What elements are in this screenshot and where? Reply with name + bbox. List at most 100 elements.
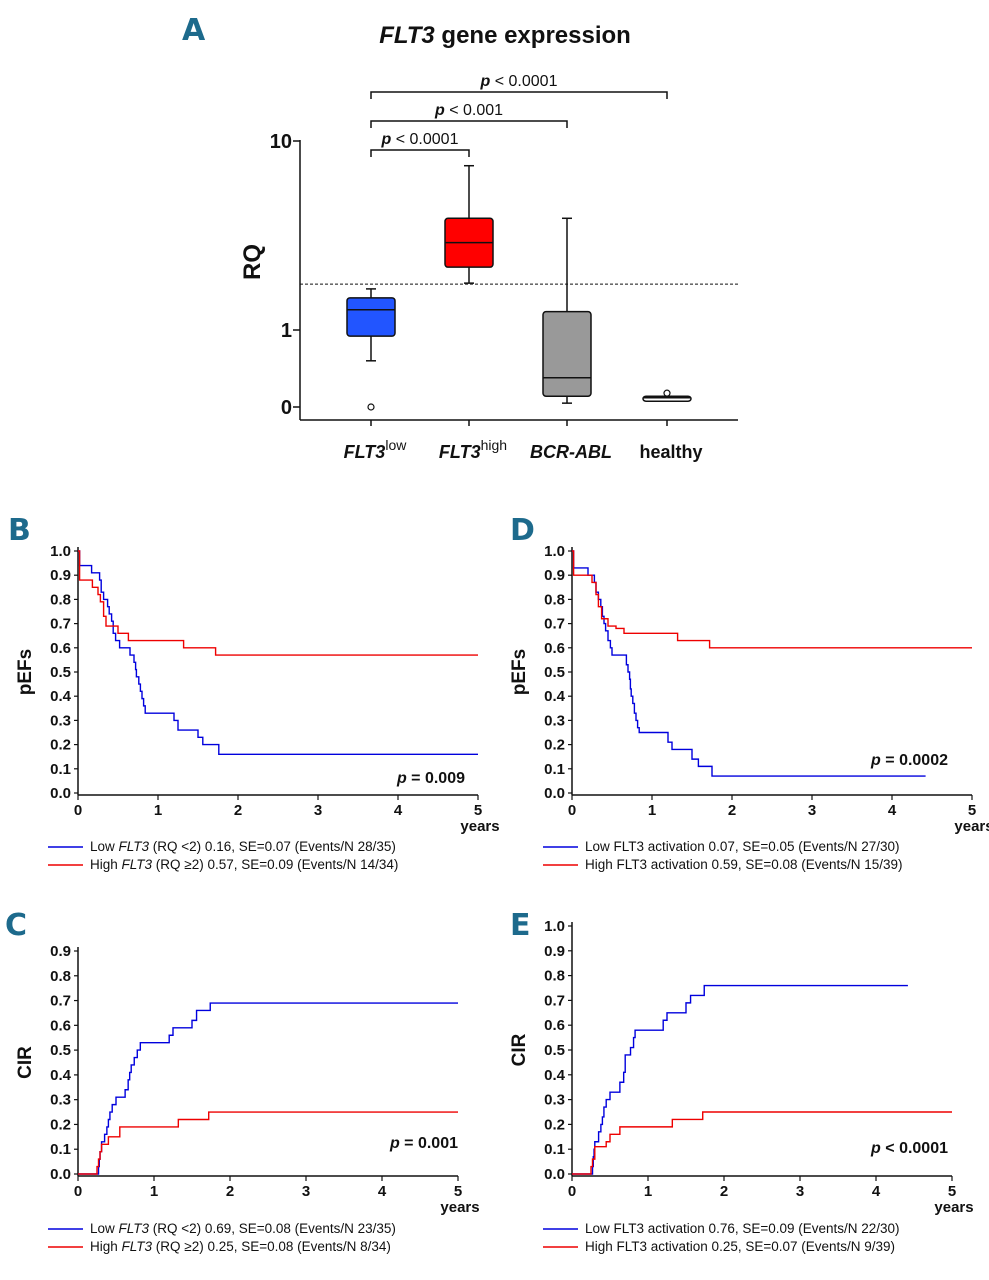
x-tick-label: 0 — [74, 1183, 82, 1200]
p-value-label: p < 0.001 — [434, 102, 503, 119]
y-tick-label: 0.3 — [544, 712, 565, 729]
y-tick-label: 0.2 — [544, 737, 565, 754]
x-tick-label: 2 — [728, 802, 736, 819]
low-series-line — [572, 984, 908, 1175]
legend-label: High FLT3 activation 0.59, SE=0.08 (Even… — [585, 857, 903, 872]
y-tick-label: 0.5 — [50, 1042, 71, 1059]
x-tick-label: 1 — [150, 1183, 158, 1200]
y-tick-label: 1.0 — [50, 543, 71, 560]
legend-label: Low FLT3 activation 0.76, SE=0.09 (Event… — [585, 1221, 900, 1236]
y-tick-label: 0.1 — [50, 1141, 71, 1158]
y-tick-label: 1.0 — [544, 543, 565, 560]
y-tick-label: 0.7 — [544, 616, 565, 633]
y-tick-label: 0.7 — [50, 616, 71, 633]
y-tick-label: 0.4 — [50, 688, 72, 705]
legend-entry: Low FLT3 (RQ <2) 0.16, SE=0.07 (Events/N… — [48, 839, 396, 854]
legend-entry: High FLT3 (RQ ≥2) 0.57, SE=0.09 (Events/… — [48, 857, 398, 872]
x-tick-label: 0 — [74, 802, 82, 819]
p-value-label: p = 0.001 — [389, 1135, 458, 1152]
p-value-label: p = 0.009 — [396, 770, 465, 787]
legend-entry: Low FLT3 activation 0.76, SE=0.09 (Event… — [543, 1221, 900, 1236]
panel-label-a: A — [182, 13, 206, 48]
y-tick-label: 0.0 — [544, 1166, 565, 1183]
legend-entry: Low FLT3 activation 0.07, SE=0.05 (Event… — [543, 839, 900, 854]
legend-entry: High FLT3 activation 0.59, SE=0.08 (Even… — [543, 857, 903, 872]
legend-label: Low FLT3 (RQ <2) 0.16, SE=0.07 (Events/N… — [90, 839, 396, 854]
bracket-line — [370, 149, 470, 157]
y-tick-label: 0.6 — [50, 1017, 71, 1034]
x-tick-label: FLT3low — [344, 437, 408, 462]
y-tick-label: 0.0 — [50, 785, 71, 802]
x-tick-label: 4 — [872, 1183, 881, 1200]
x-tick-label: 2 — [720, 1183, 728, 1200]
y-tick-label: 0.6 — [544, 1017, 565, 1034]
panel-e: E 0.0 0.1 0.2 0.3 0.4 0.5 0.6 0.7 0.8 0.9 1.0 0 1 2 3 4 5… — [509, 908, 974, 1254]
legend-entry: Low FLT3 (RQ <2) 0.69, SE=0.08 (Events/N… — [48, 1221, 396, 1236]
y-tick-label: 0.1 — [544, 1141, 565, 1158]
legend-entry: High FLT3 activation 0.25, SE=0.07 (Even… — [543, 1239, 895, 1254]
x-tick-label: 1 — [154, 802, 162, 819]
high-series-line — [78, 1111, 458, 1175]
x-tick-label: 3 — [314, 802, 322, 819]
y-tick-label: 0 — [281, 397, 292, 419]
panel-d: D 0.0 0.1 0.2 0.3 0.4 0.5 0.6 0.7 0.8 0.9 1.0 0 1 2 3 4 5… — [509, 513, 989, 872]
x-axis-label: years — [460, 818, 499, 835]
y-tick-label: 1.0 — [544, 918, 565, 935]
y-tick-label: 0.1 — [50, 761, 71, 778]
y-axis-label: pEFs — [509, 649, 530, 695]
box-flt3-low: FLT3low — [344, 288, 408, 462]
x-tick-label: healthy — [639, 442, 702, 462]
panel-label-b: B — [8, 513, 31, 548]
y-tick-label: 0.9 — [50, 567, 71, 584]
legend-label: Low FLT3 activation 0.07, SE=0.05 (Event… — [585, 839, 900, 854]
x-tick-label: 3 — [808, 802, 816, 819]
y-tick-label: 0.8 — [50, 968, 71, 985]
box — [346, 297, 396, 337]
y-tick-label: 10 — [270, 131, 292, 153]
x-tick-label: 5 — [454, 1183, 462, 1200]
y-tick-label: 0.7 — [544, 992, 565, 1009]
box — [642, 395, 692, 402]
y-axis-label: CIR — [509, 1033, 530, 1066]
x-tick-label: 1 — [648, 802, 656, 819]
x-tick-label: 5 — [968, 802, 976, 819]
y-axis-label: pEFs — [15, 649, 36, 695]
p-value-label: p = 0.0002 — [870, 752, 948, 769]
y-tick-label: 0.1 — [544, 761, 565, 778]
y-tick-label: 0.4 — [544, 688, 566, 705]
comparison-bracket: p < 0.0001 — [370, 131, 470, 157]
legend-label: High FLT3 (RQ ≥2) 0.25, SE=0.08 (Events/… — [90, 1239, 391, 1254]
x-tick-label: 4 — [394, 802, 403, 819]
panel-c: C 0.0 0.1 0.2 0.3 0.4 0.5 0.6 0.7 0.8 0.9 0 1 2 3 4 5yea… — [5, 908, 480, 1254]
box-bcr-abl: BCR-ABL — [530, 217, 612, 462]
outlier — [663, 389, 671, 397]
p-value-label: p < 0.0001 — [381, 131, 459, 148]
y-tick-label: 0.3 — [50, 1092, 71, 1109]
y-tick-label: 0.2 — [50, 1116, 71, 1133]
y-tick-label: 0.4 — [544, 1067, 566, 1084]
high-series-line — [572, 550, 972, 649]
x-axis-label: years — [934, 1199, 973, 1216]
panel-label-c: C — [5, 908, 27, 943]
high-series-line — [78, 550, 478, 656]
panel-label-d: D — [510, 513, 535, 548]
x-tick-label: FLT3high — [439, 437, 507, 462]
x-axis-label: years — [440, 1199, 479, 1216]
chart-title: FLT3 gene expression — [379, 22, 631, 49]
bracket-line — [370, 120, 568, 128]
y-tick-label: 0.6 — [50, 640, 71, 657]
low-series-line — [78, 550, 478, 755]
y-axis-label: RQ — [239, 244, 266, 280]
box-healthy: healthy — [639, 389, 703, 462]
p-value-label: p < 0.0001 — [870, 1140, 948, 1157]
y-tick-label: 0.0 — [50, 1166, 71, 1183]
y-tick-label: 0.2 — [544, 1116, 565, 1133]
panel-b: B 0.0 0.1 0.2 0.3 0.4 0.5 0.6 0.7 0.8 0.9 1.0 0 1 2 3 4 5… — [8, 513, 500, 872]
x-tick-label: 5 — [474, 802, 482, 819]
y-tick-label: 0.5 — [544, 664, 565, 681]
y-tick-label: 0.3 — [50, 712, 71, 729]
y-tick-label: 0.6 — [544, 640, 565, 657]
x-tick-label: 3 — [302, 1183, 310, 1200]
